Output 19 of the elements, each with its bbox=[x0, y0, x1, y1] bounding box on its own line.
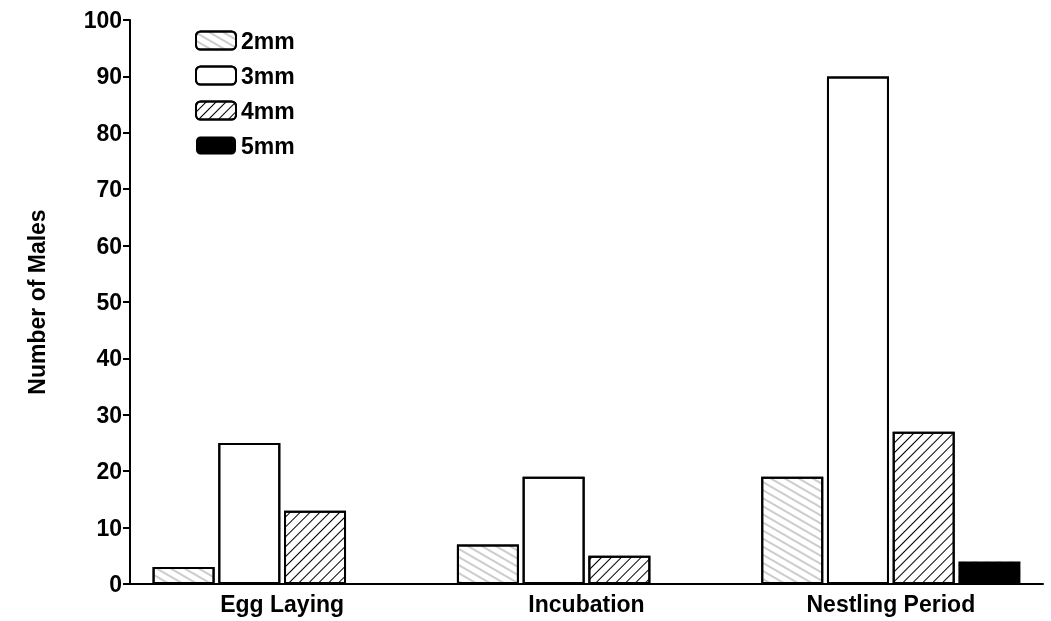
x-tick-label: Egg Laying bbox=[220, 590, 345, 617]
y-tick-label: 80 bbox=[96, 119, 122, 146]
y-tick-label: 10 bbox=[96, 514, 122, 541]
legend-label: 5mm bbox=[241, 132, 295, 159]
y-tick-label: 0 bbox=[109, 571, 122, 597]
y-tick-label: 100 bbox=[83, 7, 122, 33]
y-tick-label: 60 bbox=[96, 232, 122, 259]
y-tick-label: 50 bbox=[96, 289, 122, 315]
legend-label: 4mm bbox=[241, 97, 295, 124]
x-tick-label: Incubation bbox=[528, 590, 645, 617]
y-tick-label: 20 bbox=[96, 458, 122, 485]
legend-label: 2mm bbox=[241, 27, 295, 54]
y-tick-label: 70 bbox=[96, 176, 122, 203]
x-tick-label: Nestling Period bbox=[806, 590, 976, 617]
legend-label: 3mm bbox=[241, 62, 295, 89]
y-tick-label: 90 bbox=[96, 63, 122, 90]
y-tick-label: 40 bbox=[96, 345, 122, 372]
y-axis-title: Number of Males bbox=[23, 209, 50, 395]
y-tick-label: 30 bbox=[96, 401, 122, 428]
